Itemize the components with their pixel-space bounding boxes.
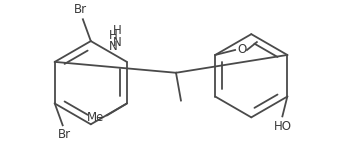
Text: Br: Br [58, 128, 71, 141]
Text: H
N: H N [113, 24, 122, 49]
Text: Me: Me [87, 111, 104, 124]
Text: Br: Br [74, 3, 87, 16]
Text: H
N: H N [109, 29, 118, 54]
Text: O: O [237, 44, 246, 56]
Text: HO: HO [274, 120, 291, 133]
